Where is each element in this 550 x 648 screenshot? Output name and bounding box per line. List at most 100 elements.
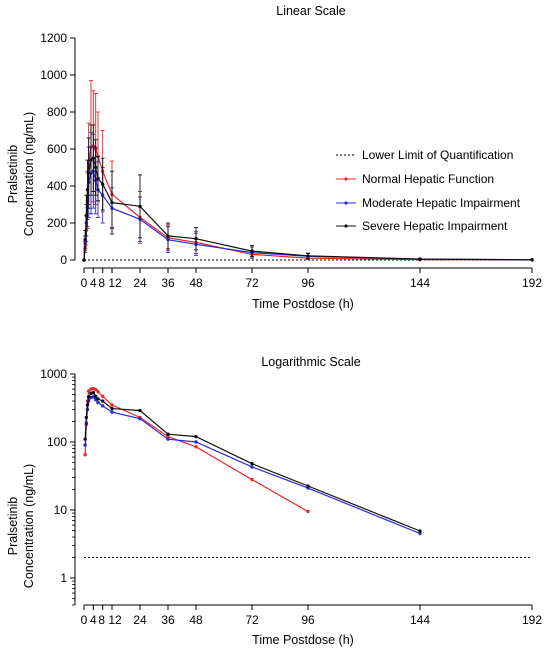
- linear-severe-hepatic-impairment-point: [166, 234, 170, 238]
- legend-normal-marker: [344, 177, 348, 181]
- linear-y-axis-label-line2: Concentration (ng/mL): [22, 112, 36, 236]
- linear-x-tick-label: 24: [133, 276, 147, 290]
- log-y-axis-label-line1: Pralsetinib: [6, 497, 20, 555]
- linear-x-tick-label: 192: [522, 276, 542, 290]
- linear-series-group: [82, 80, 534, 262]
- log-x-tick-label: 36: [161, 613, 175, 627]
- linear-y-axis-label-line1: Pralsetinib: [6, 145, 20, 203]
- log-normal-hepatic-function-point: [166, 434, 170, 439]
- log-normal-hepatic-function-point: [194, 445, 198, 449]
- log-normal-hepatic-function-series: [83, 386, 310, 514]
- log-normal-hepatic-function-point: [110, 403, 114, 407]
- log-severe-hepatic-impairment-line: [84, 392, 421, 532]
- log-y-tick-label: 1000: [40, 367, 67, 381]
- log-x-tick-label: 48: [189, 613, 203, 627]
- log-severe-hepatic-impairment-series: [83, 391, 422, 533]
- log-severe-hepatic-impairment-point: [93, 394, 98, 398]
- linear-x-tick-label: 0: [81, 276, 88, 290]
- log-normal-hepatic-function-point: [306, 509, 310, 514]
- linear-x-tick-label: 144: [410, 276, 430, 290]
- linear-x-tick-label: 4: [90, 276, 97, 290]
- legend-moderate-label: Moderate Hepatic Impairment: [362, 196, 521, 210]
- log-moderate-hepatic-impairment-point: [194, 440, 198, 444]
- log-normal-hepatic-function-point: [96, 389, 100, 394]
- log-moderate-hepatic-impairment-point: [250, 465, 254, 469]
- linear-x-tick-label: 36: [161, 276, 175, 290]
- log-severe-hepatic-impairment-point: [96, 397, 100, 401]
- linear-severe-hepatic-impairment-point: [89, 158, 93, 162]
- legend: Lower Limit of Quantification Normal Hep…: [336, 148, 521, 233]
- linear-x-tick-label: 96: [301, 276, 315, 290]
- linear-severe-hepatic-impairment-point: [306, 254, 310, 258]
- linear-severe-hepatic-impairment-point: [82, 258, 86, 262]
- log-x-tick-label: 24: [133, 613, 147, 627]
- linear-x-tick-label: 48: [189, 276, 203, 290]
- legend-normal-label: Normal Hepatic Function: [362, 172, 494, 186]
- log-y-axis-label-line2: Concentration (ng/mL): [22, 464, 36, 588]
- log-x-tick-label: 4: [90, 613, 97, 627]
- log-moderate-hepatic-impairment-point: [418, 531, 422, 536]
- legend-lloq-label: Lower Limit of Quantification: [362, 148, 513, 162]
- linear-severe-hepatic-impairment-series: [82, 124, 534, 262]
- linear-y-tick-label: 800: [47, 105, 67, 119]
- log-severe-hepatic-impairment-point: [91, 391, 96, 395]
- linear-chart-title: Linear Scale: [276, 4, 346, 18]
- legend-moderate-marker: [344, 201, 348, 205]
- linear-y-tick-label: 200: [47, 216, 67, 230]
- log-severe-hepatic-impairment-point: [418, 529, 422, 533]
- log-moderate-hepatic-impairment-point: [96, 400, 100, 405]
- log-chart-title: Logarithmic Scale: [261, 355, 360, 369]
- linear-severe-hepatic-impairment-point: [418, 257, 422, 261]
- log-moderate-hepatic-impairment-point: [166, 437, 170, 441]
- log-moderate-hepatic-impairment-point: [110, 410, 114, 414]
- log-x-tick-label: 12: [108, 613, 122, 627]
- log-normal-hepatic-function-point: [86, 389, 91, 393]
- log-x-tick-label: 8: [98, 613, 105, 627]
- linear-severe-hepatic-impairment-point: [250, 249, 254, 253]
- linear-severe-hepatic-impairment-line: [83, 157, 533, 261]
- log-normal-hepatic-function-point: [83, 453, 87, 457]
- log-x-tick-label: 0: [81, 613, 88, 627]
- log-severe-hepatic-impairment-point: [194, 434, 198, 439]
- log-severe-hepatic-impairment-point: [83, 437, 87, 441]
- log-severe-hepatic-impairment-point: [85, 403, 90, 407]
- log-y-tick-label: 1: [60, 571, 67, 585]
- log-moderate-hepatic-impairment-point: [83, 443, 87, 447]
- legend-severe-label: Severe Hepatic Impairment: [362, 219, 508, 233]
- log-normal-hepatic-function-line: [84, 387, 309, 513]
- linear-severe-hepatic-impairment-point: [194, 237, 198, 241]
- linear-x-tick-label: 8: [98, 276, 105, 290]
- linear-severe-hepatic-impairment-point: [138, 204, 142, 209]
- log-x-tick-label: 144: [410, 613, 430, 627]
- log-y-tick-label: 100: [47, 435, 67, 449]
- log-normal-hepatic-function-point: [100, 394, 105, 398]
- log-series-group: [83, 386, 422, 536]
- log-severe-hepatic-impairment-point: [138, 408, 142, 413]
- linear-severe-hepatic-impairment-point: [110, 200, 114, 205]
- linear-x-tick-label: 72: [245, 276, 259, 290]
- linear-severe-hepatic-impairment-point: [530, 258, 534, 262]
- log-moderate-hepatic-impairment-point: [100, 404, 105, 408]
- log-severe-hepatic-impairment-point: [166, 432, 170, 436]
- linear-severe-hepatic-impairment-point: [86, 171, 91, 175]
- log-moderate-hepatic-impairment-point: [138, 417, 142, 421]
- linear-x-tick-label: 12: [108, 276, 122, 290]
- log-normal-hepatic-function-point: [93, 387, 98, 392]
- log-x-tick-label: 192: [522, 613, 542, 627]
- log-y-tick-label: 10: [54, 503, 68, 517]
- linear-severe-hepatic-impairment-point: [96, 176, 100, 181]
- linear-y-tick-label: 0: [60, 253, 67, 267]
- log-chart: Logarithmic Scale Pralsetinib Concentrat…: [6, 355, 542, 647]
- linear-severe-hepatic-impairment-point: [83, 237, 87, 242]
- linear-severe-hepatic-impairment-point: [91, 156, 96, 160]
- linear-y-tick-label: 600: [47, 142, 67, 156]
- log-x-axis-label: Time Postdose (h): [252, 633, 354, 647]
- log-normal-hepatic-function-point: [250, 477, 254, 482]
- log-severe-hepatic-impairment-point: [100, 399, 105, 403]
- log-severe-hepatic-impairment-point: [250, 461, 254, 466]
- linear-y-tick-label: 400: [47, 179, 67, 193]
- linear-x-axis-label: Time Postdose (h): [252, 297, 354, 311]
- log-severe-hepatic-impairment-point: [306, 484, 310, 488]
